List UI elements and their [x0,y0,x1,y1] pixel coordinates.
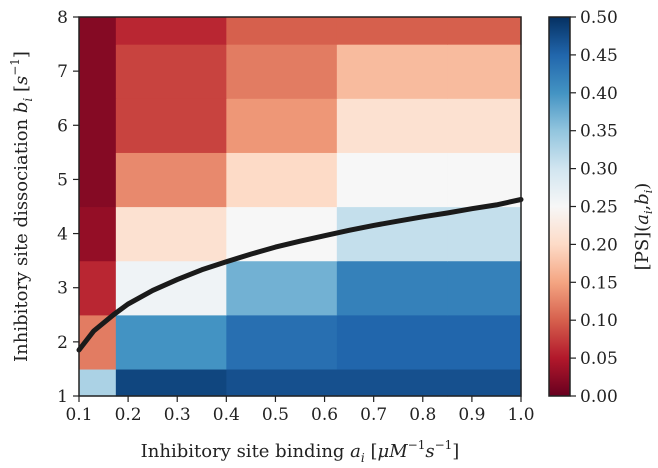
colorbar-tick-label: 0.10 [580,311,618,331]
heatmap-cell [336,152,448,208]
y-tick-label: 4 [57,225,68,245]
colorbar-tick-label: 0.50 [580,8,618,28]
x-tick-label: 0.1 [65,405,92,425]
heatmap-cell [226,152,338,208]
heatmap-cell [447,368,522,397]
heatmap-cell [447,314,522,370]
heatmap-cell [115,368,227,397]
heatmap-cell [447,98,522,153]
y-axis: 1 2 3 4 5 6 7 8 [57,8,79,407]
x-tick-label: 0.4 [213,405,240,425]
colorbar-tick-label: 0.00 [580,387,618,407]
colorbar-label: [PS](ai,bi) [632,183,655,271]
colorbar-tick-label: 0.20 [580,235,618,255]
heatmap-cell [336,260,448,316]
heatmap-cell [447,17,522,45]
heatmap-cell [447,260,522,316]
x-tick-label: 0.7 [360,405,387,425]
plot-frame [78,16,522,397]
colorbar-tick-label: 0.45 [580,46,618,66]
heatmap-cell [79,44,117,99]
y-tick-label: 3 [57,279,68,299]
heatmap-cell [336,44,448,99]
colorbar [548,16,571,397]
y-tick-label: 7 [57,62,68,82]
heatmap-cell [336,368,448,397]
heatmap-cell [226,260,338,316]
heatmap-cell [115,17,227,45]
x-tick-label: 0.8 [409,405,436,425]
y-tick-label: 5 [57,170,68,190]
heatmap-cell [79,368,117,397]
heatmap-cell [79,17,117,45]
heatmap-cell [226,44,338,99]
heatmap-cell [115,152,227,208]
y-tick-label: 2 [57,333,68,353]
x-tick-label: 0.5 [262,405,289,425]
x-axis-label: Inhibitory site binding ai [μM−1s−1] [141,438,460,465]
heatmap-cell [226,314,338,370]
y-tick-label: 1 [57,387,68,407]
colorbar-axis: 0.00 0.05 0.10 0.15 0.20 0.25 0.30 0.35 0.40 0.45… [570,8,618,407]
heatmap-cell [226,17,338,45]
x-tick-label: 0.9 [458,405,485,425]
contour-line [76,197,524,353]
colorbar-tick-label: 0.25 [580,198,618,218]
colorbar-tick-label: 0.35 [580,122,618,142]
heatmap-cell [115,314,227,370]
heatmap-cell [79,260,117,316]
colorbar-tick-label: 0.30 [580,160,618,180]
colorbar-tick-label: 0.05 [580,349,618,369]
heatmap-cell [226,206,338,262]
heatmap-cell [226,98,338,153]
heatmap-cell [336,98,448,153]
heatmap-cell [79,98,117,153]
heatmap-cell [447,206,522,262]
x-tick-label: 1.0 [507,405,534,425]
heatmap-cell [447,44,522,99]
colorbar-tick-label: 0.40 [580,84,618,104]
y-tick-label: 8 [57,8,68,28]
x-tick-label: 0.2 [115,405,142,425]
heatmap-cell [226,368,338,397]
heatmap-cell [79,152,117,208]
heatmap-cell [115,98,227,153]
heatmap-cell [447,152,522,208]
heatmap-cells [79,17,522,397]
y-tick-label: 6 [57,116,68,136]
heatmap-cell [79,206,117,262]
heatmap-cell [336,314,448,370]
heatmap-cell [115,44,227,99]
x-tick-label: 0.6 [311,405,338,425]
colorbar-tick-label: 0.15 [580,273,618,293]
x-tick-label: 0.3 [164,405,191,425]
heatmap-cell [115,206,227,262]
heatmap-cell [336,17,448,45]
y-axis-label: Inhibitory site dissociation bi [s−1] [8,51,35,362]
x-axis: 0.1 0.2 0.3 0.4 0.5 0.6 0.7 0.8 0.9 1.0 [65,396,535,425]
